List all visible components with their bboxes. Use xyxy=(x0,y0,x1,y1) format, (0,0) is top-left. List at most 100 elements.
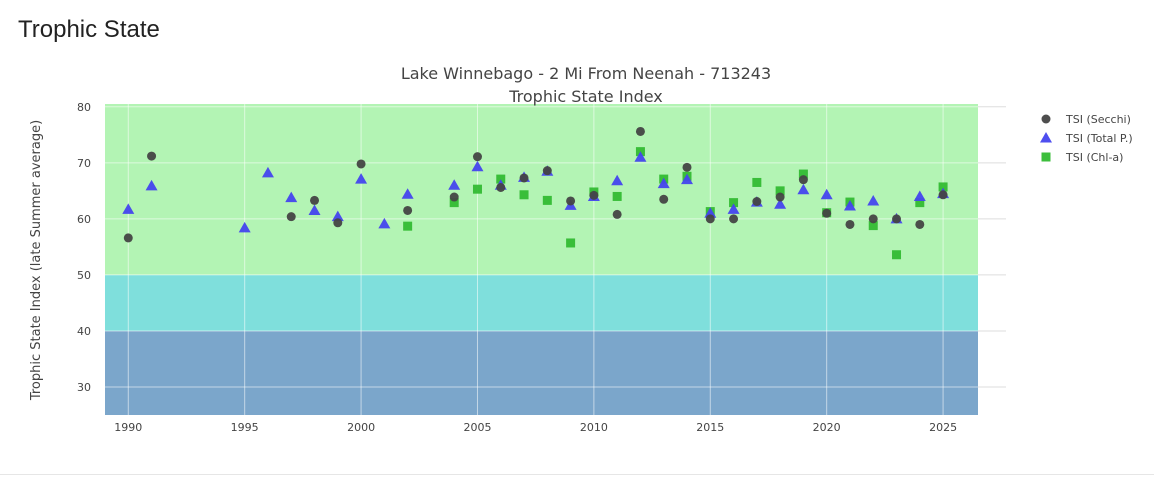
data-point[interactable] xyxy=(542,195,552,205)
data-point[interactable] xyxy=(261,166,274,178)
x-tick-label: 1990 xyxy=(114,421,142,434)
data-point[interactable] xyxy=(845,219,855,229)
x-tick-label: 2005 xyxy=(463,421,491,434)
data-point[interactable] xyxy=(123,233,133,243)
page-title: Trophic State xyxy=(18,16,160,43)
data-point[interactable] xyxy=(752,177,762,187)
data-point[interactable] xyxy=(868,221,878,231)
data-point[interactable] xyxy=(775,192,785,202)
data-point[interactable] xyxy=(612,191,622,201)
y-axis-label: Trophic State Index (late Summer average… xyxy=(29,120,44,401)
data-point[interactable] xyxy=(238,221,251,233)
legend-label: TSI (Chl-a) xyxy=(1065,151,1123,164)
data-point[interactable] xyxy=(378,217,391,229)
data-point[interactable] xyxy=(820,188,833,200)
data-point[interactable] xyxy=(308,204,321,215)
trophic-band-2 xyxy=(105,104,978,275)
data-point[interactable] xyxy=(355,173,368,184)
data-point[interactable] xyxy=(449,198,459,208)
data-point[interactable] xyxy=(659,194,669,204)
y-tick-label: 70 xyxy=(77,157,91,170)
data-point[interactable] xyxy=(333,218,343,228)
data-points xyxy=(122,126,950,260)
data-point[interactable] xyxy=(496,174,506,184)
data-point[interactable] xyxy=(774,198,787,209)
legend-marker[interactable] xyxy=(1040,132,1052,143)
data-point[interactable] xyxy=(285,191,298,203)
legend[interactable]: TSI (Secchi) TSI (Total P.) TSI (Chl-a) xyxy=(1040,113,1133,164)
data-point[interactable] xyxy=(519,190,529,200)
legend-label: TSI (Total P.) xyxy=(1065,132,1133,145)
data-point[interactable] xyxy=(892,250,902,260)
data-point[interactable] xyxy=(798,175,808,185)
gridlines xyxy=(105,104,1006,415)
x-axis-ticks: 1990 1995 2000 2005 2010 2015 2020 2025 xyxy=(114,421,957,434)
data-point[interactable] xyxy=(892,214,902,224)
data-point[interactable] xyxy=(682,162,692,172)
data-point[interactable] xyxy=(843,199,856,211)
data-point[interactable] xyxy=(147,151,157,161)
data-point[interactable] xyxy=(868,214,878,224)
series-0 xyxy=(123,126,948,243)
data-point[interactable] xyxy=(915,219,925,229)
y-tick-label: 80 xyxy=(77,101,91,114)
data-point[interactable] xyxy=(729,198,739,208)
data-point[interactable] xyxy=(496,182,506,192)
data-point[interactable] xyxy=(403,205,413,215)
x-tick-label: 1995 xyxy=(231,421,259,434)
data-point[interactable] xyxy=(729,214,739,224)
x-tick-label: 2015 xyxy=(696,421,724,434)
data-point[interactable] xyxy=(122,203,135,214)
legend-item[interactable]: TSI (Total P.) xyxy=(1040,132,1133,145)
data-point[interactable] xyxy=(704,207,717,218)
data-point[interactable] xyxy=(681,173,693,185)
data-point[interactable] xyxy=(938,190,948,200)
data-point[interactable] xyxy=(286,212,296,222)
chart-subtitle: Trophic State Index xyxy=(508,87,663,106)
data-point[interactable] xyxy=(331,210,344,222)
legend-label: TSI (Secchi) xyxy=(1065,113,1131,126)
data-point[interactable] xyxy=(310,195,320,205)
data-point[interactable] xyxy=(542,166,552,176)
legend-marker[interactable] xyxy=(1041,152,1051,162)
data-point[interactable] xyxy=(471,160,484,172)
legend-item[interactable]: TSI (Secchi) xyxy=(1041,113,1131,126)
data-point[interactable] xyxy=(589,190,599,200)
data-point[interactable] xyxy=(775,186,785,196)
data-point[interactable] xyxy=(727,203,740,214)
data-point[interactable] xyxy=(752,197,762,207)
legend-item[interactable]: TSI (Chl-a) xyxy=(1041,151,1124,164)
data-point[interactable] xyxy=(612,209,622,219)
legend-marker[interactable] xyxy=(1041,114,1051,124)
data-point[interactable] xyxy=(611,174,624,186)
data-point[interactable] xyxy=(867,194,880,206)
data-point[interactable] xyxy=(705,214,715,224)
x-tick-label: 2020 xyxy=(813,421,841,434)
data-point[interactable] xyxy=(798,169,808,179)
chart-title: Lake Winnebago - 2 Mi From Neenah - 7132… xyxy=(401,64,771,83)
data-point[interactable] xyxy=(634,151,647,162)
data-point[interactable] xyxy=(401,188,414,199)
x-tick-label: 2000 xyxy=(347,421,375,434)
data-point[interactable] xyxy=(797,183,810,195)
x-tick-label: 2010 xyxy=(580,421,608,434)
data-point[interactable] xyxy=(566,238,576,248)
data-point[interactable] xyxy=(566,196,576,206)
data-point[interactable] xyxy=(403,221,413,231)
y-tick-label: 50 xyxy=(77,269,91,282)
data-point[interactable] xyxy=(448,179,461,190)
data-point[interactable] xyxy=(472,184,482,194)
data-point[interactable] xyxy=(938,182,948,192)
data-point[interactable] xyxy=(472,152,482,162)
data-point[interactable] xyxy=(635,126,645,136)
data-point[interactable] xyxy=(145,179,158,191)
data-point[interactable] xyxy=(822,208,832,218)
data-point[interactable] xyxy=(449,192,459,202)
data-point[interactable] xyxy=(913,190,926,201)
data-point[interactable] xyxy=(356,159,366,169)
data-point[interactable] xyxy=(915,198,925,208)
data-point[interactable] xyxy=(519,173,529,183)
data-point[interactable] xyxy=(657,177,670,189)
y-tick-label: 60 xyxy=(77,213,91,226)
